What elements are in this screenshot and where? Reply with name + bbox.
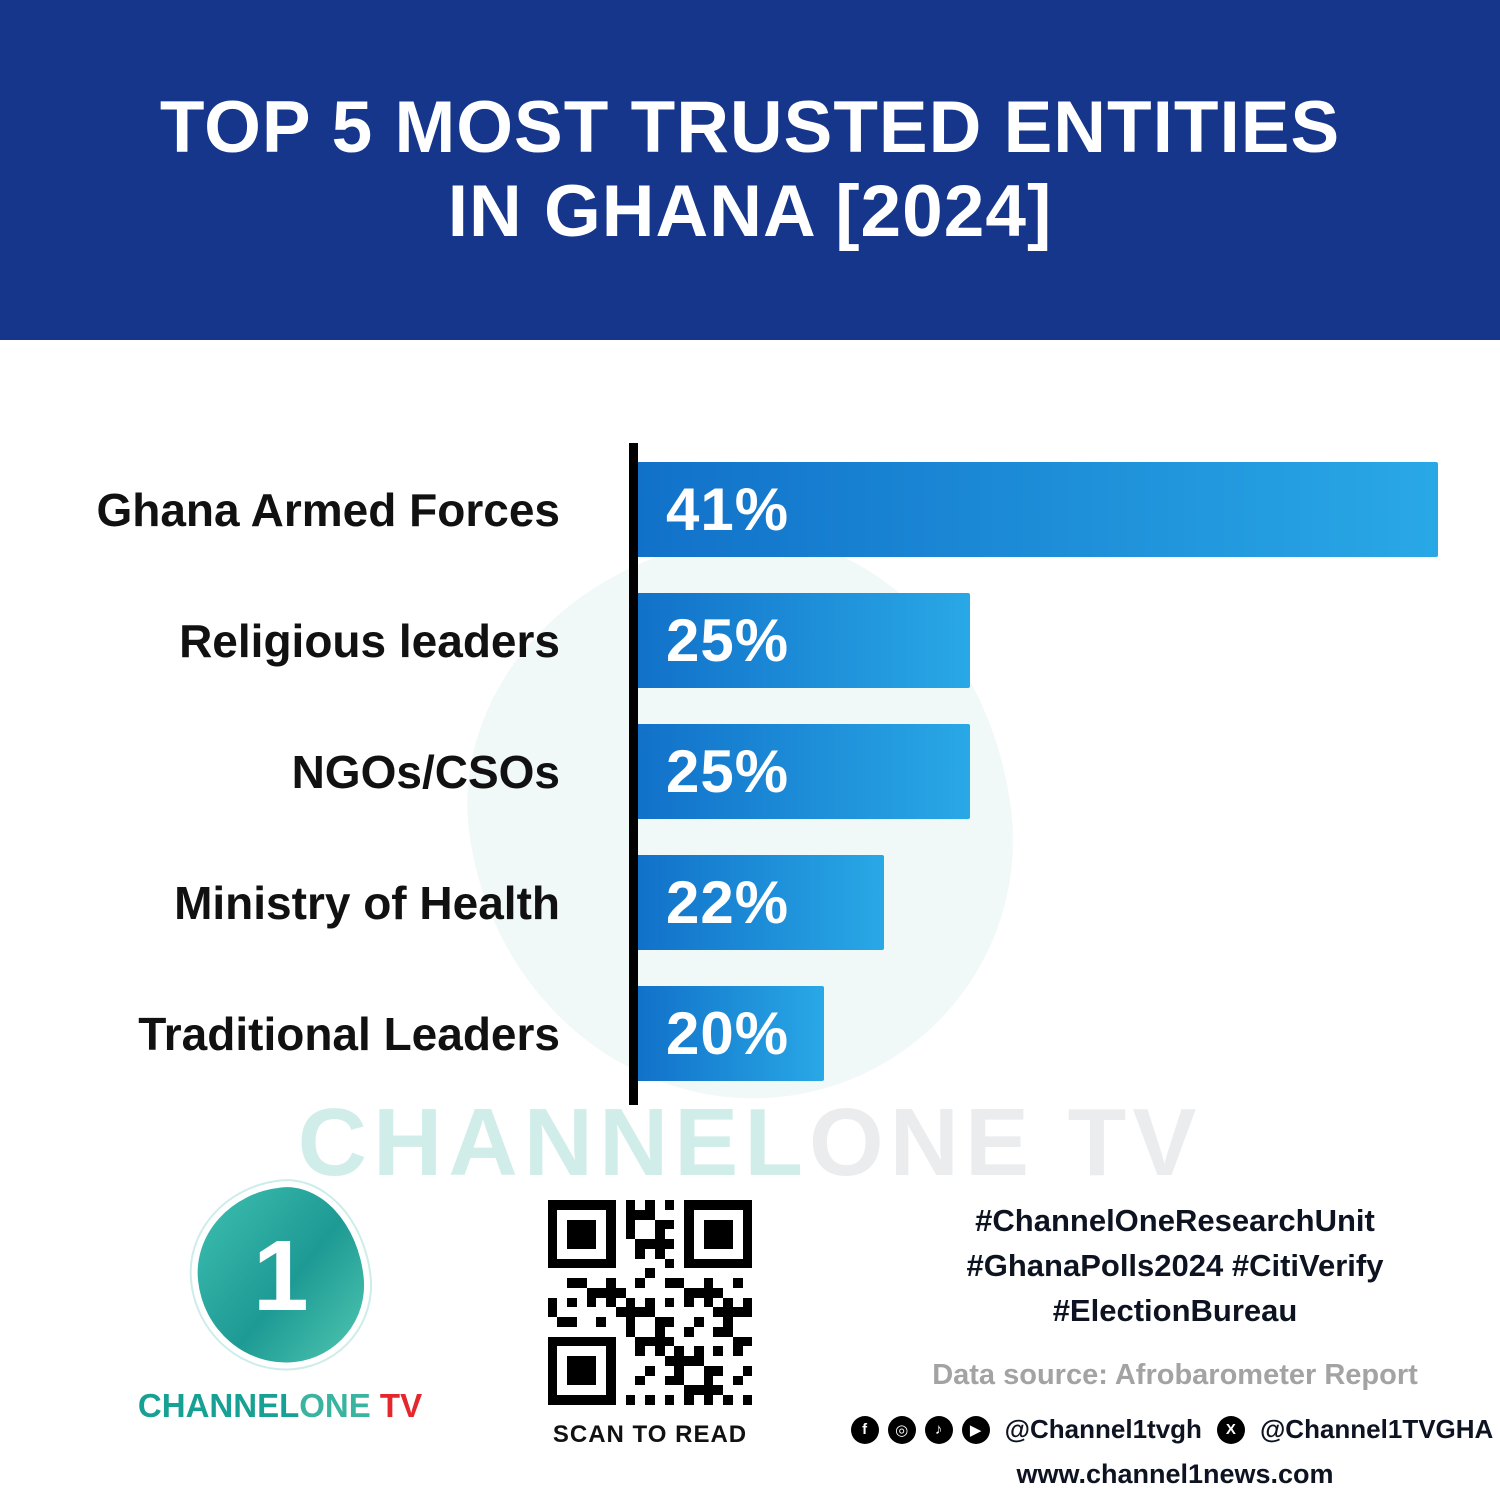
youtube-icon: ▶ (961, 1415, 990, 1444)
category-label: Traditional Leaders (138, 1007, 560, 1060)
bar-track: 20% (638, 986, 1438, 1081)
category-label: Ghana Armed Forces (96, 483, 560, 536)
qr-code (547, 1200, 753, 1405)
footer-info-column: #ChannelOneResearchUnit #GhanaPolls2024 … (850, 1198, 1493, 1490)
page-title-line2: IN GHANA [2024] (447, 171, 1053, 252)
facebook-icon: f (850, 1415, 879, 1444)
bar: 25% (638, 593, 970, 688)
channel-one-logo: 1 CHANNELONE TV (130, 1179, 430, 1425)
hashtag-line-2: #GhanaPolls2024 #CitiVerify (966, 1248, 1384, 1283)
value-label: 25% (666, 738, 790, 805)
category-label: NGOs/CSOs (291, 745, 560, 798)
wordmark-one: ONE (299, 1387, 371, 1424)
channel-one-logo-icon: 1 (188, 1179, 372, 1372)
bar-track: 25% (638, 724, 1438, 819)
brand-watermark-part1: CHANNEL (297, 1089, 809, 1196)
channel-one-wordmark: CHANNELONE TV (130, 1387, 430, 1425)
data-source-note: Data source: Afrobarometer Report (932, 1359, 1418, 1391)
chart-row: Traditional Leaders 20% (0, 986, 1440, 1081)
bar: 41% (638, 462, 1438, 557)
bar-track: 25% (638, 593, 1438, 688)
category-label: Religious leaders (179, 614, 560, 667)
hashtag-line-3: #ElectionBureau (1052, 1293, 1298, 1328)
website-url: www.channel1news.com (1016, 1459, 1334, 1489)
category-label: Ministry of Health (174, 876, 560, 929)
logo-numeral: 1 (252, 1219, 308, 1332)
bar: 20% (638, 986, 825, 1081)
chart-row: Religious leaders 25% (0, 593, 1440, 688)
wordmark-tv: TV (370, 1387, 423, 1424)
tiktok-icon: ♪ (924, 1415, 953, 1444)
qr-block: SCAN TO READ (545, 1200, 755, 1449)
brand-watermark-part2: ONE TV (808, 1089, 1203, 1196)
bar-track: 41% (638, 462, 1438, 557)
bar-track: 22% (638, 855, 1438, 950)
qr-caption: SCAN TO READ (552, 1421, 748, 1448)
chart-rows: Ghana Armed Forces 41% Religious leaders 25… (0, 462, 1440, 1117)
value-label: 25% (666, 607, 790, 674)
social-row: f ◎ ♪ ▶ @Channel1tvgh X @Channel1TVGHA (850, 1414, 1493, 1445)
page-title-line1: TOP 5 MOST TRUSTED ENTITIES (159, 87, 1341, 169)
instagram-icon: ◎ (887, 1415, 916, 1444)
x-icon: X (1216, 1415, 1245, 1444)
social-handle-primary: @Channel1tvgh (1004, 1414, 1202, 1444)
bar: 25% (638, 724, 970, 819)
wordmark-channel: CHANNEL (137, 1387, 300, 1424)
value-label: 22% (666, 869, 790, 936)
chart-axis-line (629, 443, 638, 1105)
hashtag-line-1: #ChannelOneResearchUnit (975, 1203, 1375, 1238)
chart-row: NGOs/CSOs 25% (0, 724, 1440, 819)
social-handle-x: @Channel1TVGHA (1259, 1414, 1494, 1444)
chart-row: Ministry of Health 22% (0, 855, 1440, 950)
value-label: 20% (666, 1000, 790, 1067)
header-banner: TOP 5 MOST TRUSTED ENTITIES IN GHANA [20… (0, 0, 1500, 340)
value-label: 41% (666, 476, 790, 543)
chart-row: Ghana Armed Forces 41% (0, 462, 1440, 557)
brand-watermark-text: CHANNELONE TV (0, 1088, 1500, 1198)
bar: 22% (638, 855, 884, 950)
